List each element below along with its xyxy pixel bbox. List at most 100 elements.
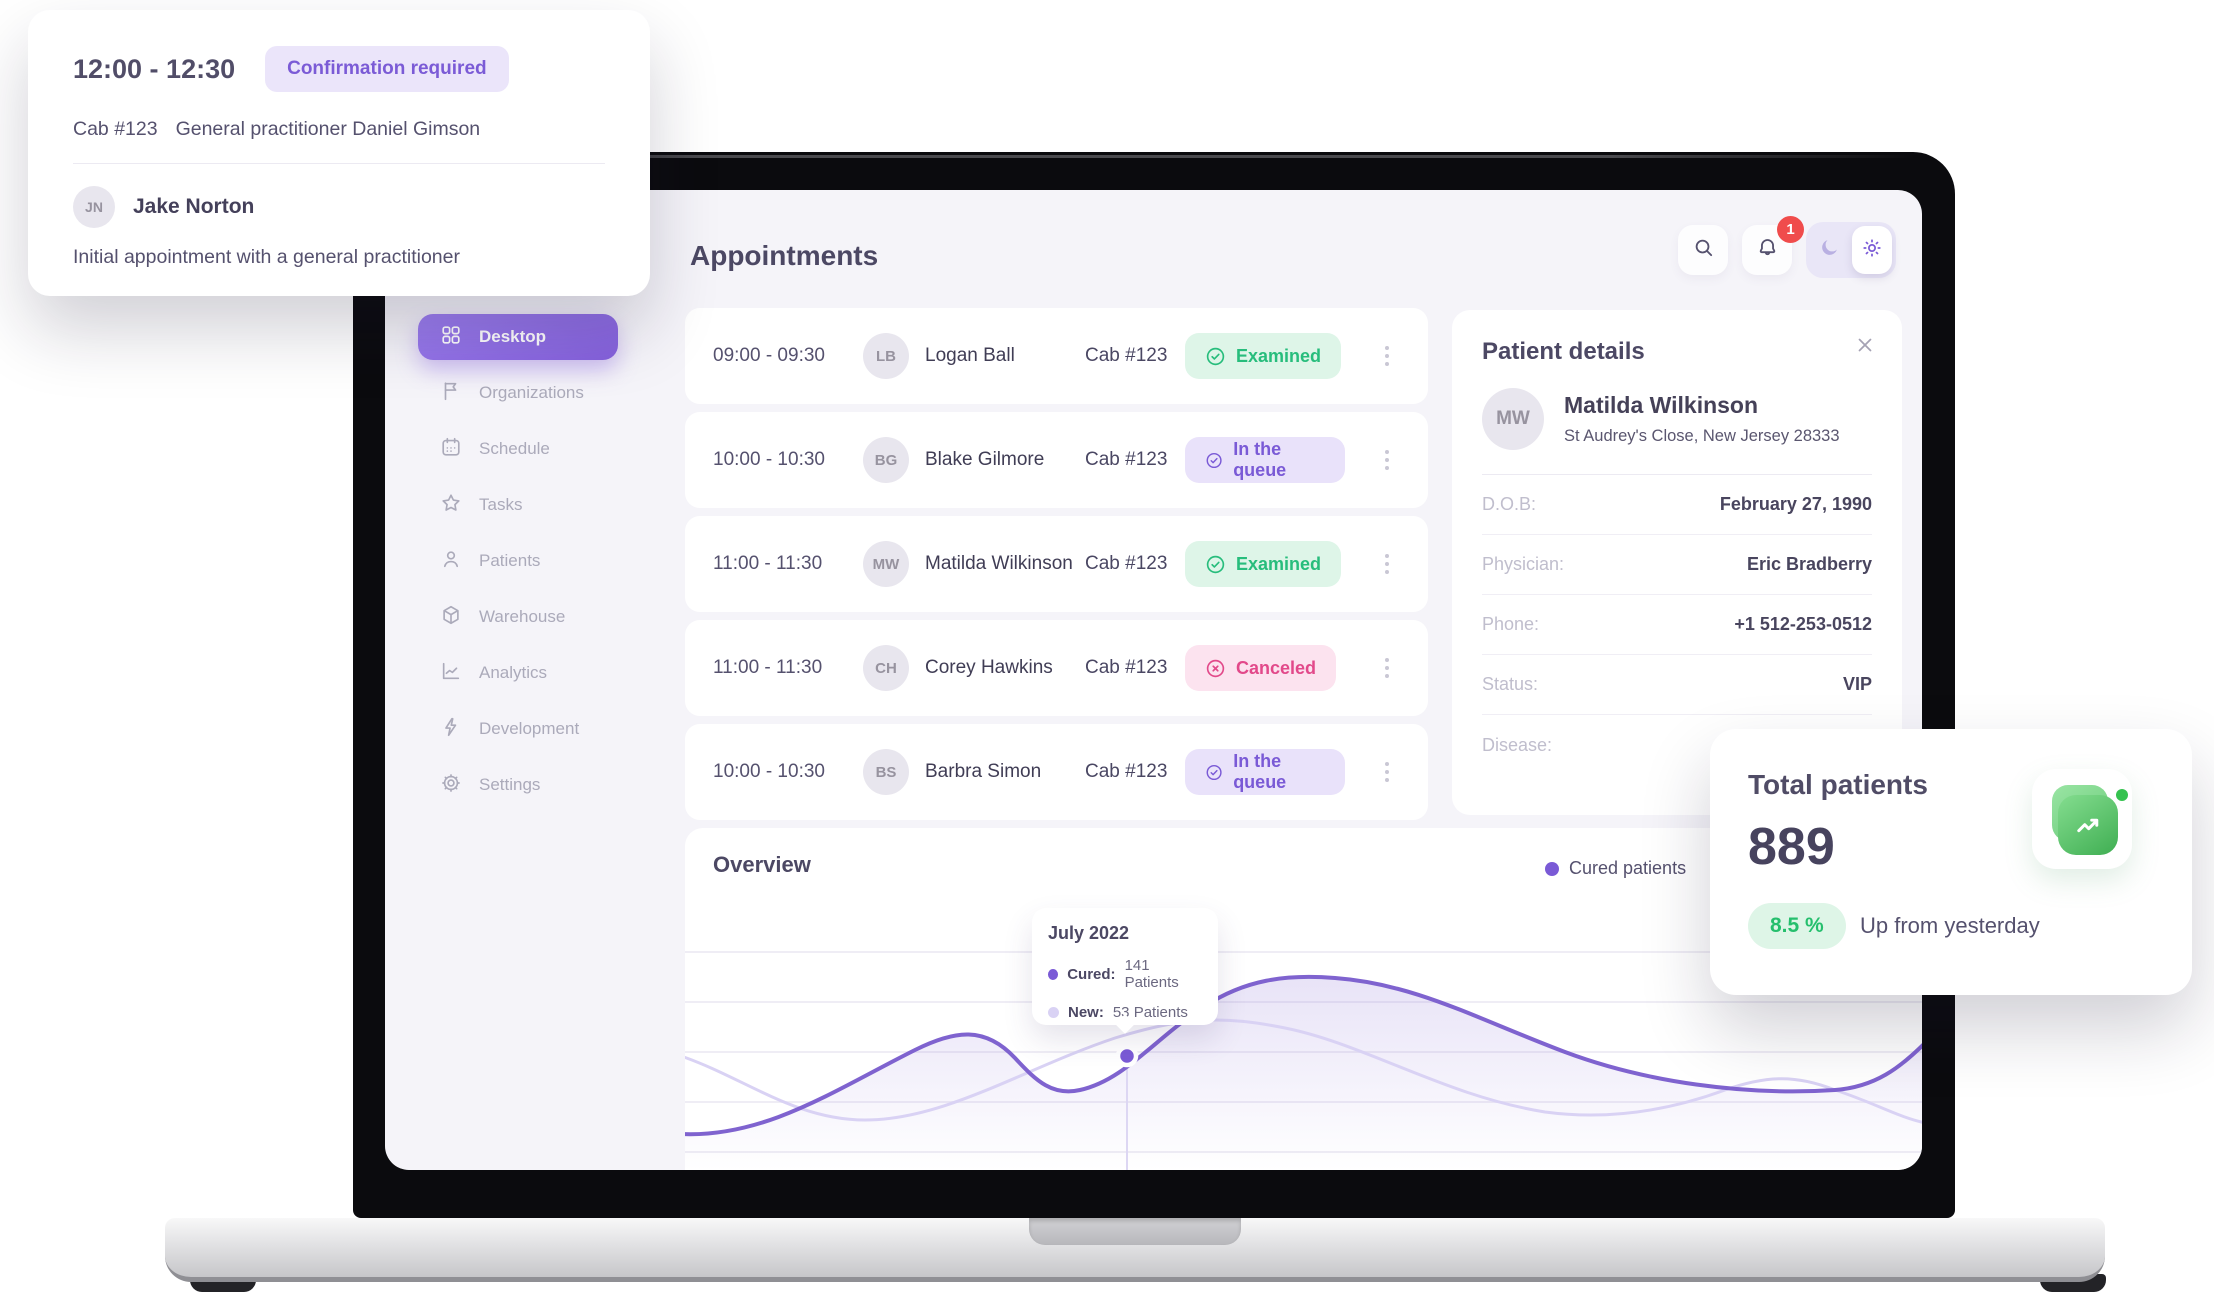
- field-label: Status:: [1482, 674, 1539, 694]
- light-mode-button[interactable]: [1852, 226, 1892, 274]
- patient-name: Barbra Simon: [925, 761, 1042, 782]
- dark-mode-button[interactable]: [1806, 222, 1852, 278]
- patient-name: Jake Norton: [133, 195, 255, 218]
- cab-number: Cab #123: [1085, 345, 1168, 366]
- status-label: In the queue: [1233, 751, 1287, 792]
- x-circle-icon: [1206, 659, 1225, 677]
- check-circle-icon: [1206, 555, 1225, 573]
- status-label: Canceled: [1236, 657, 1317, 678]
- field-label: Phone:: [1482, 614, 1540, 634]
- close-button[interactable]: [1854, 334, 1878, 358]
- sidebar-item-label: Patients: [479, 551, 541, 570]
- sidebar-item-settings[interactable]: Settings: [418, 762, 618, 808]
- delta-caption: Up from yesterday: [1860, 913, 2040, 938]
- stat-icon-tile: [2032, 769, 2132, 869]
- sidebar-item-desktop[interactable]: Desktop: [418, 314, 618, 360]
- flag-icon: [440, 380, 462, 407]
- delta-badge: 8.5 %: [1748, 903, 1846, 949]
- detail-row-phone: Phone: +1 512-253-0512: [1482, 595, 1872, 655]
- patient-name: Matilda Wilkinson: [1564, 392, 1759, 418]
- overview-title: Overview: [713, 852, 811, 877]
- appointment-row[interactable]: 09:00 - 09:30 LB Logan Ball Cab #123 Exa…: [685, 308, 1428, 404]
- search-icon: [1692, 236, 1715, 264]
- appointment-popup-card: 12:00 - 12:30 Confirmation required Cab …: [28, 10, 650, 296]
- patient-name: Corey Hawkins: [925, 657, 1053, 678]
- tooltip-label: Cured:: [1067, 965, 1116, 983]
- field-label: Physician:: [1482, 554, 1565, 574]
- sidebar-item-label: Desktop: [479, 327, 547, 346]
- row-menu-button[interactable]: [1377, 442, 1397, 478]
- sidebar-item-warehouse[interactable]: Warehouse: [418, 594, 618, 640]
- grid-icon: [440, 324, 462, 351]
- status-badge: In the queue: [1185, 437, 1345, 483]
- appointments-list: 09:00 - 09:30 LB Logan Ball Cab #123 Exa…: [685, 308, 1428, 820]
- user-icon: [440, 548, 462, 575]
- check-circle-icon: [1206, 347, 1225, 365]
- avatar: CH: [863, 645, 909, 691]
- appointment-location: Cab #123 General practitioner Daniel Gim…: [73, 118, 605, 141]
- row-menu-button[interactable]: [1377, 546, 1397, 582]
- sidebar-item-label: Analytics: [479, 663, 548, 682]
- appointment-time: 11:00 - 11:30: [713, 553, 823, 574]
- status-badge: Examined: [1185, 541, 1342, 587]
- status-label: Examined: [1236, 345, 1322, 366]
- highlighted-point: [1115, 1044, 1139, 1068]
- appointment-description: Initial appointment with a general pract…: [73, 246, 460, 268]
- total-patients-card: Total patients 889 8.5 % Up from yesterd…: [1710, 729, 2192, 995]
- tooltip-label: New:: [1068, 1004, 1104, 1021]
- field-label: Disease:: [1482, 734, 1553, 755]
- sidebar-item-organizations[interactable]: Organizations: [418, 370, 618, 416]
- sidebar-item-schedule[interactable]: Schedule: [418, 426, 618, 472]
- sidebar-item-label: Schedule: [479, 439, 550, 458]
- laptop-screen-bezel: Desktop Organizations Schedule Tasks: [353, 152, 1955, 1218]
- patients-chart: [685, 951, 1922, 1170]
- sidebar-item-tasks[interactable]: Tasks: [418, 482, 618, 528]
- panel-title: Patient details: [1482, 338, 1645, 365]
- search-button[interactable]: [1678, 225, 1728, 275]
- row-menu-button[interactable]: [1377, 650, 1397, 686]
- cab-number: Cab #123: [1085, 449, 1168, 470]
- sidebar-item-development[interactable]: Development: [418, 706, 618, 752]
- row-menu-button[interactable]: [1377, 338, 1397, 374]
- legend-dot: [1545, 861, 1559, 876]
- appointment-time: 09:00 - 09:30: [713, 345, 825, 366]
- appointment-row[interactable]: 11:00 - 11:30 MW Matilda Wilkinson Cab #…: [685, 516, 1428, 612]
- appointment-time: 10:00 - 10:30: [713, 449, 825, 470]
- appointment-row[interactable]: 10:00 - 10:30 BS Barbra Simon Cab #123 I…: [685, 724, 1428, 820]
- stat-title: Total patients: [1748, 769, 1928, 800]
- trending-up-icon: [2058, 795, 2118, 855]
- field-value: February 27, 1990: [1719, 494, 1872, 514]
- avatar: LB: [863, 333, 909, 379]
- legend-label: Cured patients: [1569, 858, 1687, 878]
- row-menu-button[interactable]: [1377, 754, 1397, 790]
- moon-icon: [1818, 237, 1840, 264]
- appointment-row[interactable]: 10:00 - 10:30 BG Blake Gilmore Cab #123 …: [685, 412, 1428, 508]
- confirmation-badge: Confirmation required: [265, 46, 509, 92]
- sidebar-item-patients[interactable]: Patients: [418, 538, 618, 584]
- page-title: Appointments: [690, 240, 879, 271]
- field-value: VIP: [1842, 674, 1872, 694]
- cured-area: [685, 976, 1922, 1170]
- patient-address: St Audrey's Close, New Jersey 28333: [1564, 427, 1840, 445]
- avatar: BS: [863, 749, 909, 795]
- tooltip-new-row: New: 53 Patients: [1048, 1004, 1202, 1021]
- bell-icon: [1756, 236, 1779, 264]
- sidebar-nav: Desktop Organizations Schedule Tasks: [418, 314, 618, 808]
- sidebar-item-analytics[interactable]: Analytics: [418, 650, 618, 696]
- calendar-icon: [440, 436, 462, 463]
- patient-name: Logan Ball: [925, 345, 1015, 366]
- avatar: MW: [1482, 388, 1544, 450]
- gear-icon: [440, 772, 462, 799]
- popup-patient: JN Jake Norton: [73, 186, 605, 228]
- cab-number: Cab #123: [1085, 657, 1168, 678]
- appointment-row[interactable]: 11:00 - 11:30 CH Corey Hawkins Cab #123 …: [685, 620, 1428, 716]
- patient-name: Blake Gilmore: [925, 449, 1045, 470]
- laptop-base: [165, 1218, 2105, 1282]
- notification-count-badge: 1: [1777, 216, 1804, 243]
- cab-number: Cab #123: [1085, 761, 1168, 782]
- practitioner-name: General practitioner Daniel Gimson: [175, 118, 481, 140]
- divider: [73, 163, 605, 164]
- sidebar-item-label: Development: [479, 719, 580, 738]
- app-window: Desktop Organizations Schedule Tasks: [385, 190, 1922, 1170]
- avatar: MW: [863, 541, 909, 587]
